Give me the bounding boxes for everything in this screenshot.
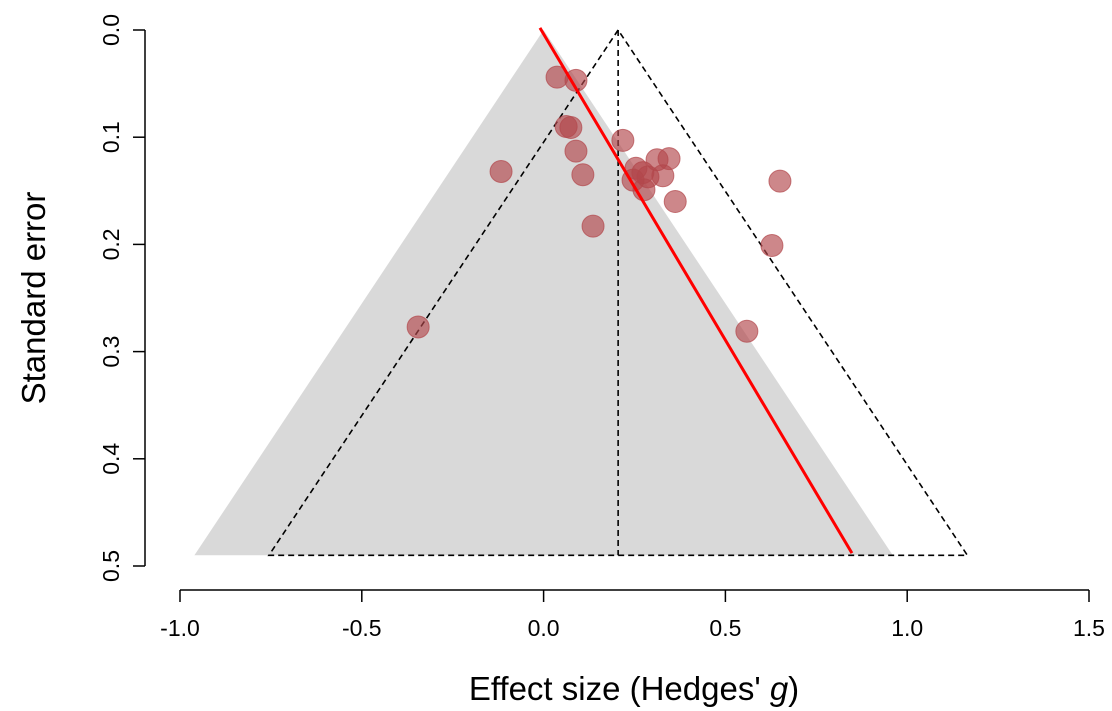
x-title-var: g [770, 670, 789, 707]
point [571, 163, 595, 187]
y-tick-label: 0.4 [98, 443, 124, 475]
point [663, 190, 687, 214]
regression-line [538, 27, 854, 554]
x-tick-label: 1.0 [891, 615, 923, 641]
y-tick-label: 0.0 [98, 14, 124, 46]
point [406, 315, 430, 339]
x-tick-label: -1.0 [160, 615, 200, 641]
point [559, 116, 583, 140]
y-tick-label: 0.1 [98, 121, 124, 153]
point [581, 214, 605, 238]
x-tick-label: 0.0 [528, 615, 560, 641]
x-title-tail: ) [788, 670, 799, 707]
x-tick-label: -0.5 [342, 615, 382, 641]
point [760, 233, 784, 257]
funnel-dashed [267, 28, 969, 557]
x-axis-title: Effect size (Hedges' g) [469, 670, 799, 707]
y-tick-label: 0.2 [98, 228, 124, 260]
y-tick-label: 0.3 [98, 336, 124, 368]
point [651, 164, 675, 188]
point [489, 160, 513, 184]
point [611, 128, 635, 152]
x-tick-label: 1.5 [1073, 615, 1105, 641]
x-tick-label: 0.5 [709, 615, 741, 641]
y-axis-title: Standard error [15, 192, 52, 405]
x-title-text: Effect size (Hedges' [469, 670, 770, 707]
point [735, 319, 759, 343]
point [564, 139, 588, 163]
funnel-shaded [194, 30, 893, 556]
point [768, 169, 792, 193]
y-tick-label: 0.5 [98, 550, 124, 582]
